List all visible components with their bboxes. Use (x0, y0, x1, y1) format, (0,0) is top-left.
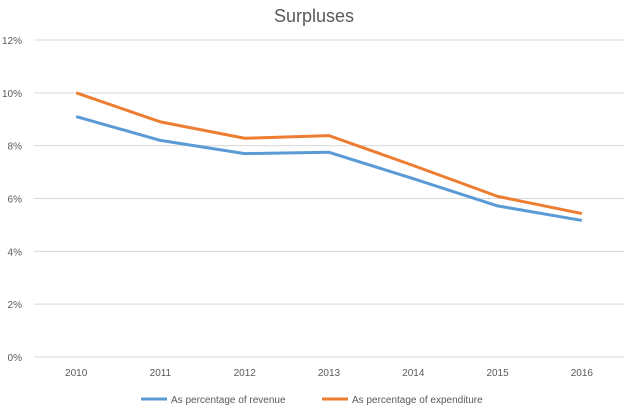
y-tick-label: 10% (2, 89, 22, 100)
x-tick-label: 2014 (402, 368, 425, 379)
x-tick-label: 2011 (150, 368, 172, 379)
y-tick-label: 0% (8, 353, 23, 364)
x-tick-label: 2012 (234, 368, 257, 379)
x-tick-label: 2016 (571, 368, 594, 379)
chart-title: Surpluses (274, 6, 354, 26)
legend-label: As percentage of expenditure (352, 395, 483, 406)
y-tick-label: 4% (8, 247, 23, 258)
x-tick-label: 2015 (486, 368, 509, 379)
x-tick-label: 2013 (318, 368, 341, 379)
y-tick-label: 12% (2, 36, 22, 47)
series-line-0 (76, 117, 582, 221)
y-tick-label: 6% (8, 195, 23, 206)
y-tick-label: 8% (8, 142, 23, 153)
y-tick-label: 2% (8, 300, 23, 311)
legend-label: As percentage of revenue (171, 395, 286, 406)
x-tick-label: 2010 (65, 368, 88, 379)
